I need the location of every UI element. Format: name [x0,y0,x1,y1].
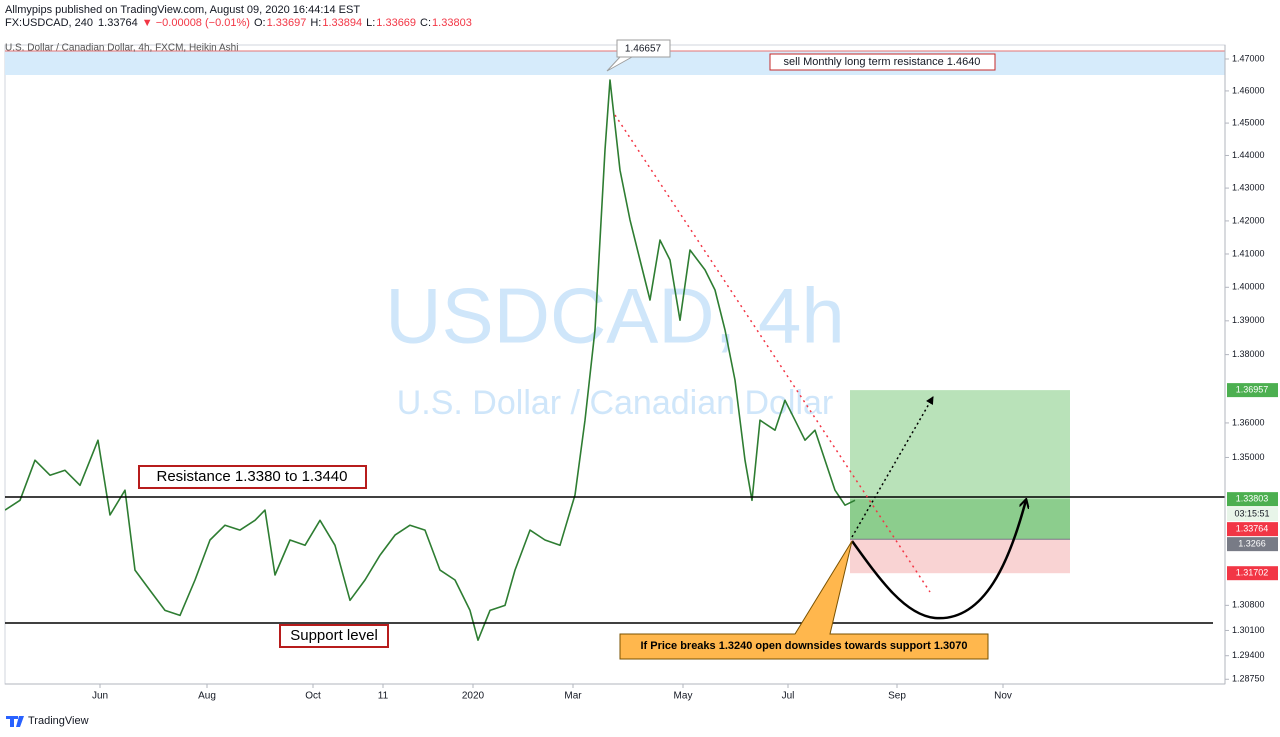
y-tick-label: 1.47000 [1232,53,1265,63]
y-tick-label: 1.28750 [1232,674,1265,684]
peak-callout: 1.46657 [606,39,671,72]
x-tick-label: Jun [92,691,108,702]
price-badge [1227,383,1278,398]
last-price: 1.33764 [98,17,138,29]
published-line: Allmypips published on TradingView.com, … [5,4,360,16]
peak-callout-box [606,39,671,72]
sell-zone-label: sell Monthly long term resistance 1.4640 [784,56,981,68]
y-tick-label: 1.45000 [1232,117,1265,127]
y-tick-label: 1.44000 [1232,150,1265,160]
price-badge [1227,522,1278,537]
price-label-layer: 1.36957 1.33803 03:15:51 1.33764 1.3266 1.317… [1227,383,1278,581]
price-badge [1227,537,1278,552]
price-badge [1227,566,1278,581]
support-box [279,624,389,648]
ohlc-key: C: [420,17,431,29]
y-tick-label: 1.41000 [1232,248,1265,258]
breakdown-label: If Price breaks 1.3240 open downsides to… [640,640,967,652]
y-tick-label: 1.36000 [1232,417,1265,427]
position-layer [850,390,1070,574]
watermark: USDCAD, 4h [385,272,844,360]
x-tick-label: Nov [994,691,1012,702]
resistance-label: Resistance 1.3380 to 1.3440 [157,468,348,485]
sell-zone-box [769,53,996,71]
price-badge-label: 1.31702 [1236,568,1269,578]
legend: U.S. Dollar / Canadian Dollar, 4h, FXCM,… [5,43,238,54]
ohlc-key: O: [254,17,266,29]
price-badge-label: 1.33803 [1236,494,1269,504]
symbol: FX:USDCAD, 240 [5,17,93,29]
price-badge-label: 1.33764 [1236,524,1269,534]
ohlc-value: 1.33803 [432,17,472,29]
price-badge-label: 1.3266 [1238,539,1266,549]
watermark-subtitle: U.S. Dollar / Canadian Dollar [397,384,834,422]
y-tick-label: 1.38000 [1232,349,1265,359]
x-tick-label: 2020 [462,691,485,702]
support-label: Support level [290,627,378,644]
y-tick-label: 1.40000 [1232,282,1265,292]
y-tick-label: 1.29400 [1232,650,1265,660]
x-tick-label: 11 [378,691,389,702]
ohlc-value: 1.33697 [267,17,307,29]
countdown-label: 03:15:51 [1234,509,1269,519]
ohlc-key: H: [310,17,321,29]
y-tick-label: 1.46000 [1232,85,1265,95]
x-tick-label: Sep [888,691,906,702]
price-layer [5,79,856,641]
y-tick-label: 1.30800 [1232,600,1265,610]
symbol-line: FX:USDCAD, 240 1.33764 ▼ −0.00008 (−0.01%)… [5,17,472,29]
plot-area [4,44,1226,685]
breakdown-callout-box [619,540,989,660]
brand-logo [6,716,24,727]
scenario-arrow [850,500,1026,620]
ohlc-value: 1.33894 [322,17,362,29]
ohlc-key: L: [366,17,375,29]
y-tick-label: 1.35000 [1232,452,1265,462]
projection-arrow [851,396,934,538]
change: ▼ −0.00008 (−0.01%) [142,17,250,29]
x-tick-label: Jul [782,691,795,702]
price-badge [1227,492,1278,507]
resistance-box [138,465,367,489]
axis-layer: 1.47000 1.46000 1.45000 1.44000 1.43000 1.420… [92,53,1265,701]
price-badge-label: 1.36957 [1236,384,1269,394]
stop-zone [850,539,1070,574]
x-tick-label: May [674,691,693,702]
x-tick-label: Mar [564,691,582,702]
countdown-badge [1227,507,1278,522]
y-tick-label: 1.42000 [1232,215,1265,225]
y-tick-label: 1.30100 [1232,625,1265,635]
price-line [5,79,856,641]
y-tick-label: 1.39000 [1232,315,1265,325]
ohlc-value: 1.33669 [376,17,416,29]
target-zone-overlap [850,499,1070,540]
x-tick-label: Oct [305,691,321,702]
peak-label: 1.46657 [625,44,662,55]
y-tick-label: 1.43000 [1232,182,1265,192]
x-tick-label: Aug [198,691,216,702]
brand-name: TradingView [28,715,89,727]
